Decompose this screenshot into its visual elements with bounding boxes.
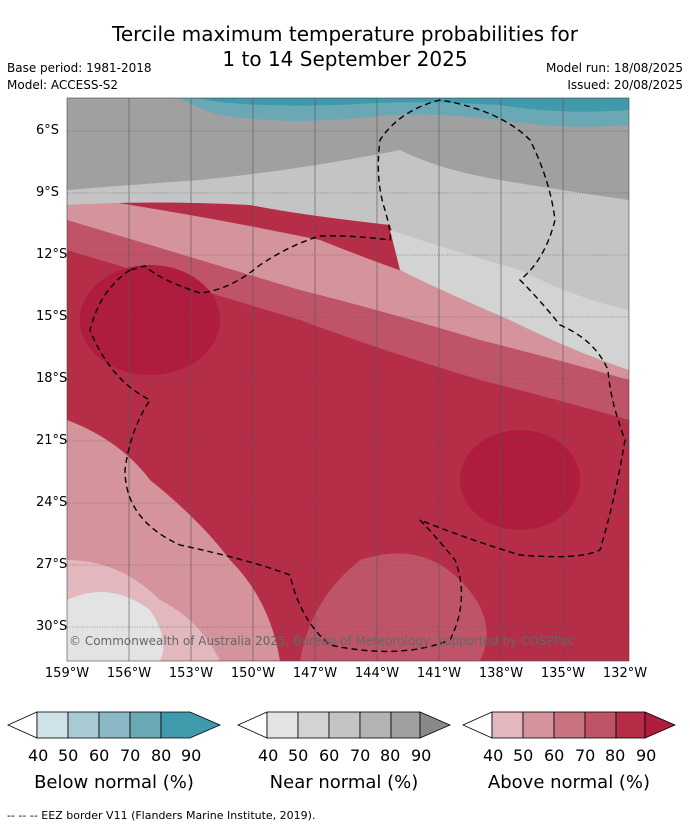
near-80-north	[67, 98, 629, 200]
legend-below-60-swatch	[67, 711, 100, 739]
legend-tick: 50	[513, 746, 534, 765]
legend-below-80-swatch	[129, 711, 162, 739]
above-90-pocket-e	[460, 430, 580, 530]
above-50-band	[67, 195, 629, 380]
legend-tick: 80	[605, 746, 626, 765]
legend-tick: 40	[28, 746, 49, 765]
model-name: Model: ACCESS-S2	[7, 78, 119, 92]
legend-tick: 70	[120, 746, 141, 765]
legend-below-70-swatch	[98, 711, 131, 739]
lon-label: 141°W	[416, 666, 462, 681]
lat-label: 12°S	[36, 247, 68, 262]
map-fill	[67, 98, 629, 661]
legend-above-90-swatch	[615, 711, 646, 739]
legend-above-50-swatch	[491, 711, 524, 739]
issued-date: Issued: 20/08/2025	[567, 78, 683, 92]
lat-label: 24°S	[36, 495, 68, 510]
legend-tick: 50	[288, 746, 309, 765]
legend-near-50-swatch	[266, 711, 299, 739]
legend-tick: 70	[575, 746, 596, 765]
legend-above-40-swatch	[462, 711, 493, 739]
legend-tick: 90	[411, 746, 432, 765]
legend-near-normal	[237, 711, 452, 739]
legend-above-70-swatch	[553, 711, 586, 739]
legend-tick: 40	[258, 746, 279, 765]
legend-near-90-swatch	[390, 711, 421, 739]
title-line-2: 1 to 14 September 2025	[222, 47, 468, 71]
lon-label: 132°W	[602, 666, 648, 681]
legend-above-normal	[462, 711, 677, 739]
legend-tick: 90	[636, 746, 657, 765]
legend-tick: 40	[483, 746, 504, 765]
near-60-east	[390, 230, 629, 370]
probability-map	[66, 97, 630, 662]
legend-above-60-swatch	[522, 711, 555, 739]
map-frame	[66, 97, 630, 662]
lat-label: 6°S	[36, 123, 60, 138]
graticule	[67, 130, 629, 628]
legend-below-normal	[7, 711, 222, 739]
meridians	[128, 98, 564, 661]
legend-near-70-swatch	[328, 711, 361, 739]
lat-label: 15°S	[36, 309, 68, 324]
title-line-1: Tercile maximum temperature probabilitie…	[112, 22, 578, 46]
near-normal-sw	[67, 592, 164, 661]
lon-label: 147°W	[292, 666, 338, 681]
legend-below-title: Below normal (%)	[34, 772, 194, 793]
lon-label: 138°W	[478, 666, 524, 681]
above-70-zone-s	[300, 553, 487, 661]
model-run: Model run: 18/08/2025	[545, 61, 683, 75]
legend-tick: 90	[181, 746, 202, 765]
below-80-north	[195, 98, 629, 112]
copyright-text: © Commonwealth of Australia 2025, Bureau…	[69, 634, 575, 648]
legend-near-40-swatch	[237, 711, 268, 739]
legend-near-title: Near normal (%)	[269, 772, 419, 793]
lon-label: 156°W	[106, 666, 152, 681]
legend-near-80-swatch	[359, 711, 392, 739]
legend-colorbars	[7, 711, 677, 739]
meta-right: Model run: 18/08/2025 Issued: 20/08/2025	[546, 60, 683, 94]
legend-above-80-swatch	[584, 711, 617, 739]
lat-label: 27°S	[36, 557, 68, 572]
map-title: Tercile maximum temperature probabilitie…	[0, 22, 690, 72]
legend-tick: 50	[58, 746, 79, 765]
legend-below-50-swatch	[36, 711, 69, 739]
lon-label: 159°W	[44, 666, 90, 681]
legend-near-max-swatch	[419, 711, 452, 739]
legend-near-60-swatch	[297, 711, 330, 739]
lon-label: 144°W	[354, 666, 400, 681]
lon-label: 135°W	[540, 666, 586, 681]
lat-label: 18°S	[36, 371, 68, 386]
lat-label: 21°S	[36, 433, 68, 448]
eez-footnote: -- -- -- EEZ border V11 (Flanders Marine…	[7, 809, 316, 822]
meta-left: Base period: 1981-2018 Model: ACCESS-S2	[7, 60, 152, 94]
legend-tick: 70	[350, 746, 371, 765]
legend-tick: 60	[89, 746, 110, 765]
lon-label: 153°W	[168, 666, 214, 681]
eez-border	[89, 99, 626, 653]
legend-above-title: Above normal (%)	[487, 772, 651, 793]
legend-below-90-swatch	[160, 711, 222, 739]
above-90-pocket-w	[80, 265, 220, 375]
legend-tick: 60	[544, 746, 565, 765]
lat-label: 30°S	[36, 619, 68, 634]
legend-tick: 80	[151, 746, 172, 765]
base-period: Base period: 1981-2018	[7, 61, 152, 75]
legend-tick: 60	[319, 746, 340, 765]
lon-label: 150°W	[230, 666, 276, 681]
legend-above-max-swatch	[644, 711, 677, 739]
legend-below-40-swatch	[7, 711, 38, 739]
lat-label: 9°S	[36, 185, 60, 200]
legend-tick: 80	[380, 746, 401, 765]
